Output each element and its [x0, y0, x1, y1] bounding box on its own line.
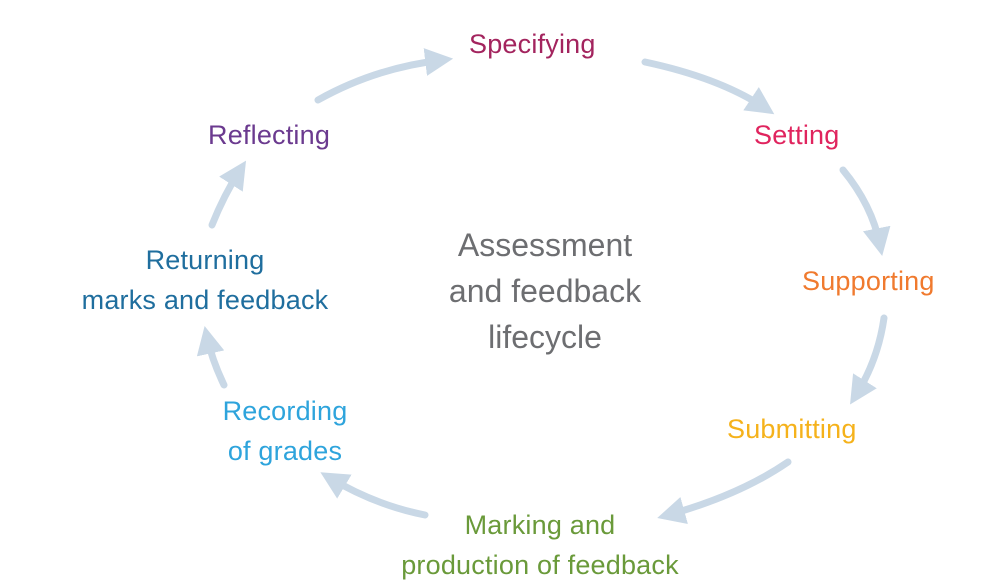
stage-specifying-line-1: Specifying — [469, 29, 596, 59]
arrow-specifying-to-setting — [641, 58, 775, 115]
stage-returning-line-2: marks and feedback — [81, 285, 329, 315]
stage-supporting: Supporting — [802, 261, 935, 301]
lifecycle-title-line-1: Assessment — [457, 227, 633, 263]
stage-specifying: Specifying — [469, 24, 596, 64]
arrow-reflecting-to-specifying — [314, 48, 454, 104]
arrow-returning-to-reflecting — [208, 160, 247, 229]
stage-marking: Marking and production of feedback — [365, 505, 715, 585]
stage-submitting-line-1: Submitting — [727, 414, 857, 444]
stage-reflecting-line-1: Reflecting — [208, 120, 331, 150]
arrow-supporting-to-submitting — [850, 314, 888, 405]
stage-submitting: Submitting — [727, 409, 857, 449]
lifecycle-title: Assessment and feedback lifecycle — [395, 222, 695, 360]
lifecycle-title-line-3: lifecycle — [488, 319, 602, 355]
arrow-recording-to-returning — [196, 326, 228, 389]
lifecycle-title-line-2: and feedback — [448, 273, 642, 309]
stage-supporting-line-1: Supporting — [802, 266, 935, 296]
stage-recording-line-2: of grades — [227, 436, 343, 466]
stage-setting: Setting — [754, 115, 839, 155]
stage-returning: Returning marks and feedback — [50, 240, 360, 320]
stage-setting-line-1: Setting — [754, 120, 840, 150]
stage-reflecting: Reflecting — [208, 115, 330, 155]
stage-recording: Recording of grades — [190, 391, 380, 471]
stage-marking-line-1: Marking and — [464, 510, 616, 540]
stage-returning-line-1: Returning — [145, 245, 265, 275]
arrow-marking-to-recording — [320, 472, 429, 519]
stage-recording-line-1: Recording — [222, 396, 348, 426]
arrow-setting-to-supporting — [839, 166, 891, 256]
stage-marking-line-2: production of feedback — [401, 550, 679, 580]
arrow-submitting-to-marking — [657, 458, 792, 524]
